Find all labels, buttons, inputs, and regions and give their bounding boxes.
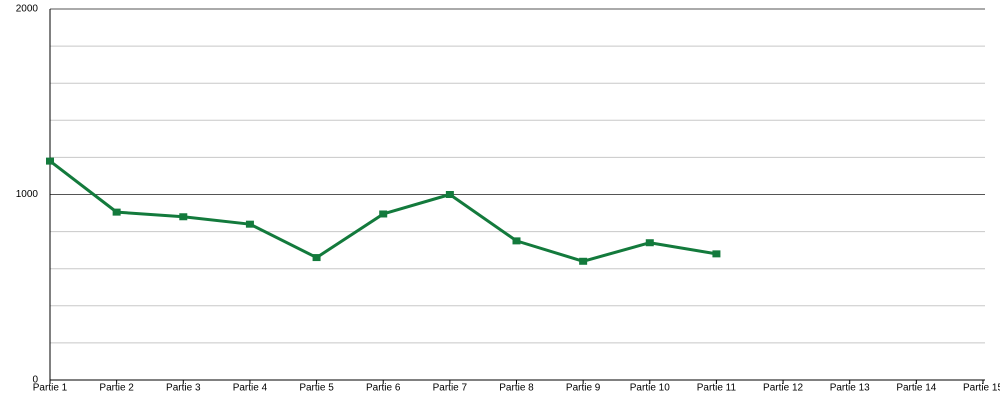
point-marker bbox=[445, 191, 454, 198]
point-marker bbox=[46, 157, 54, 165]
x-tick-label: Partie 9 bbox=[566, 383, 601, 394]
point-marker bbox=[112, 208, 121, 216]
x-tick-label: Partie 1 bbox=[33, 383, 68, 394]
point-marker bbox=[379, 210, 388, 218]
point-marker bbox=[645, 239, 654, 247]
x-tick-label: Partie 4 bbox=[233, 383, 268, 394]
x-tick-label: Partie 8 bbox=[499, 383, 534, 394]
x-tick-label: Partie 2 bbox=[99, 383, 134, 394]
point-marker bbox=[512, 237, 521, 245]
point-marker bbox=[312, 254, 321, 262]
y-tick-label: 1000 bbox=[16, 189, 39, 200]
point-marker bbox=[579, 257, 588, 265]
x-tick-label: Partie 5 bbox=[299, 383, 334, 394]
x-tick-label: Partie 6 bbox=[366, 383, 401, 394]
x-tick-label: Partie 12 bbox=[763, 383, 803, 394]
x-tick-label: Partie 13 bbox=[830, 383, 870, 394]
x-tick-label: Partie 7 bbox=[433, 383, 468, 394]
x-tick-label: Partie 11 bbox=[697, 383, 737, 394]
x-tick-label: Partie 15 bbox=[963, 383, 1000, 394]
point-marker bbox=[179, 213, 188, 221]
x-tick-label: Partie 14 bbox=[896, 383, 936, 394]
y-tick-label: 2000 bbox=[16, 4, 39, 15]
x-tick-label: Partie 3 bbox=[166, 383, 201, 394]
y-tick-label: 0 bbox=[32, 375, 38, 386]
x-tick-label: Partie 10 bbox=[630, 383, 670, 394]
point-marker bbox=[245, 220, 254, 228]
point-marker bbox=[712, 250, 721, 258]
